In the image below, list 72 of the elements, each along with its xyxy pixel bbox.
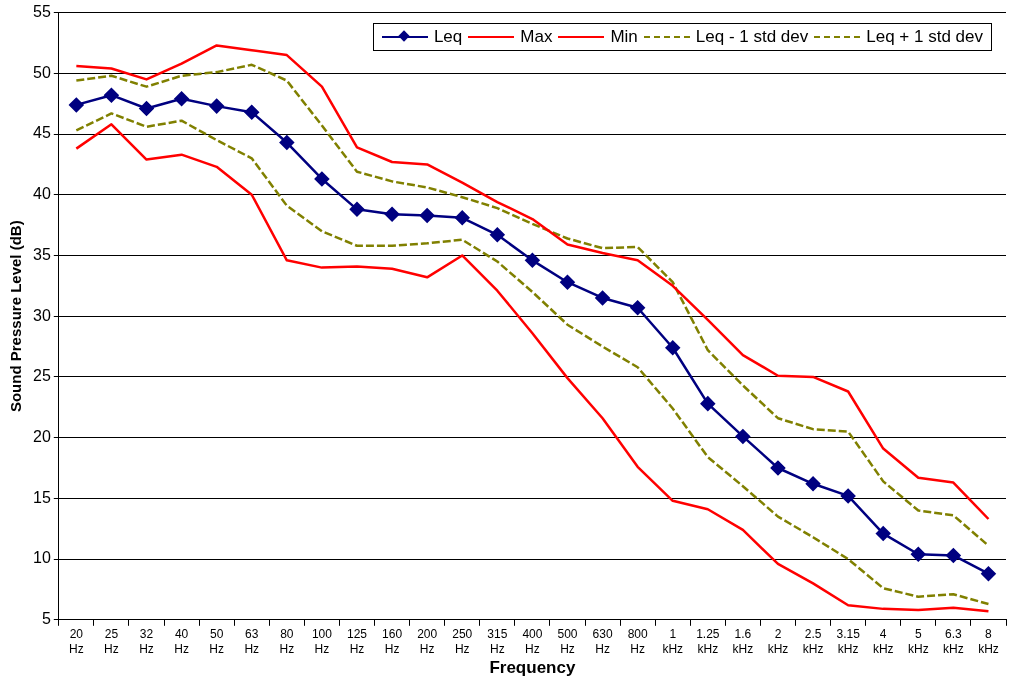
x-axis-title: Frequency [489,658,576,678]
x-tick-label: 400 Hz [522,627,543,656]
x-tick-label: 1.6 kHz [732,627,754,656]
point [805,476,821,492]
point [209,98,224,114]
x-tick-label: 25 Hz [104,627,119,656]
point [454,210,470,226]
y-tick-label: 35 [33,245,51,263]
point [244,104,259,120]
x-tick-label: 20 Hz [69,627,84,656]
point [525,253,540,268]
x-tick-label: 125 Hz [346,627,368,656]
point [946,548,961,563]
x-tick-label: 4 kHz [872,627,894,656]
x-tick-label: 5 kHz [907,627,929,656]
x-tick-label: 3.15 kHz [836,627,861,656]
x-tick-label: 1 kHz [662,627,684,656]
x-tick-label: 200 Hz [417,627,438,656]
x-tick-label: 40 Hz [174,627,189,656]
y-tick-label: 5 [41,610,51,628]
point [700,396,716,411]
y-tick-label: 50 [33,63,51,81]
point [139,101,154,116]
point [981,566,996,581]
point [911,546,926,562]
point [104,87,119,103]
legend-label: Leq + 1 std dev [866,26,983,47]
y-tick-label: 55 [33,3,51,21]
point [595,290,610,306]
point [840,488,856,504]
point [384,206,400,222]
x-tick-label: 100 Hz [311,627,333,656]
x-tick-label: 1.25 kHz [696,627,720,656]
point [665,340,680,356]
x-tick-label: 160 Hz [382,627,403,656]
point [69,97,84,113]
point [875,526,891,541]
y-tick-label: 45 [33,124,51,142]
point [279,135,295,150]
x-tick-label: 50 Hz [209,627,224,656]
point [560,274,575,290]
x-tick-label: 315 Hz [487,627,508,656]
y-tick-label: 25 [33,367,51,385]
x-tick-label: 800 Hz [627,627,648,656]
x-tick-label: 6.3 kHz [943,627,964,656]
x-tick-label: 500 Hz [557,627,578,656]
x-tick-label: 2 kHz [767,627,789,656]
x-tick-label: 8 kHz [978,627,999,656]
point [735,429,751,444]
y-tick-label: 10 [33,549,51,567]
point [490,227,505,243]
y-axis-title: Sound Pressure Level (dB) [7,220,25,413]
y-tick-label: 30 [33,306,51,324]
x-tick-label: 250 Hz [452,627,473,656]
legend-label: Leq [433,26,463,47]
point [770,460,786,476]
point [349,202,365,217]
point [419,208,435,223]
point [174,91,189,107]
x-tick-label: 32 Hz [139,627,154,656]
x-tick-label: 80 Hz [279,627,295,656]
legend-label: Min [610,26,638,47]
y-tick-label: 15 [33,488,51,506]
legend-label: Leq - 1 std dev [695,26,809,47]
y-tick-label: 20 [33,428,51,446]
point [630,300,645,315]
y-tick-label: 40 [33,185,51,203]
x-tick-label: 630 Hz [592,627,613,656]
legend-label: Max [520,26,553,47]
x-tick-label: 2.5 kHz [802,627,824,656]
point [314,171,330,187]
x-tick-label: 63 Hz [244,627,260,656]
